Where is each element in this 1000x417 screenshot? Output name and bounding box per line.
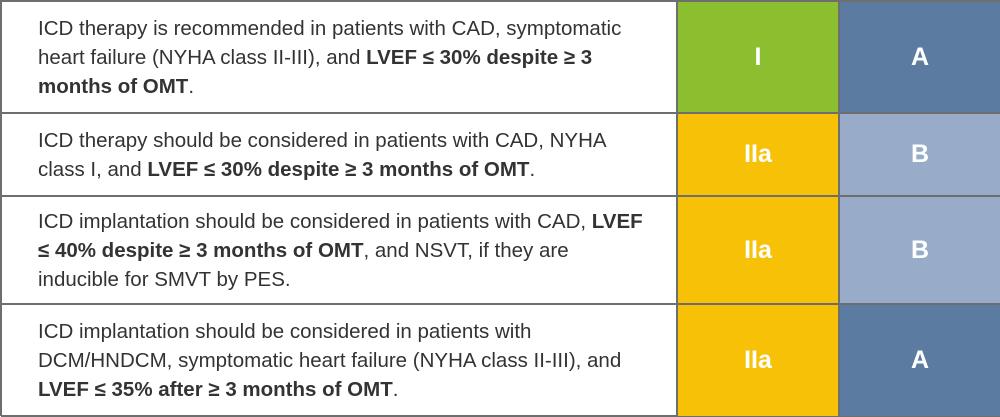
- recommendation-text: ICD implantation should be considered in…: [38, 317, 646, 404]
- recommendation-cell: ICD therapy should be considered in pati…: [1, 113, 677, 196]
- bold-text: LVEF ≤ 35% after ≥ 3 months of OMT: [38, 378, 393, 401]
- class-cell: IIa: [677, 304, 839, 417]
- bold-text: LVEF ≤ 40% despite ≥ 3 months of OMT: [38, 209, 643, 262]
- bold-text: LVEF ≤ 30% despite ≥ 3 months of OMT: [38, 45, 593, 98]
- text: ICD therapy is recommended in patients w…: [38, 16, 622, 69]
- text: ICD implantation should be considered in…: [38, 209, 592, 233]
- class-cell: IIa: [677, 113, 839, 196]
- level-cell: B: [839, 113, 1000, 196]
- bold-text: LVEF ≤ 30% despite ≥ 3 months of OMT: [147, 157, 530, 181]
- level-cell: B: [839, 196, 1000, 304]
- text: .: [392, 378, 399, 401]
- recommendation-text: ICD therapy is recommended in patients w…: [38, 14, 646, 101]
- text: ICD implantation should be considered in…: [38, 320, 622, 372]
- class-cell: I: [677, 1, 839, 113]
- recommendation-cell: ICD implantation should be considered in…: [1, 304, 677, 417]
- recommendation-text: ICD implantation should be considered in…: [38, 207, 646, 294]
- level-cell: A: [839, 1, 1000, 113]
- recommendation-text: ICD therapy should be considered in pati…: [38, 126, 646, 184]
- text: ICD therapy should be considered in pati…: [38, 128, 606, 181]
- text: .: [188, 74, 195, 98]
- recommendation-cell: ICD therapy is recommended in patients w…: [1, 1, 677, 113]
- text: .: [529, 157, 536, 181]
- text: , and NSVT, if they are inducible for SM…: [38, 238, 569, 291]
- class-cell: IIa: [677, 196, 839, 304]
- level-cell: A: [839, 304, 1000, 417]
- recommendation-cell: ICD implantation should be considered in…: [1, 196, 677, 304]
